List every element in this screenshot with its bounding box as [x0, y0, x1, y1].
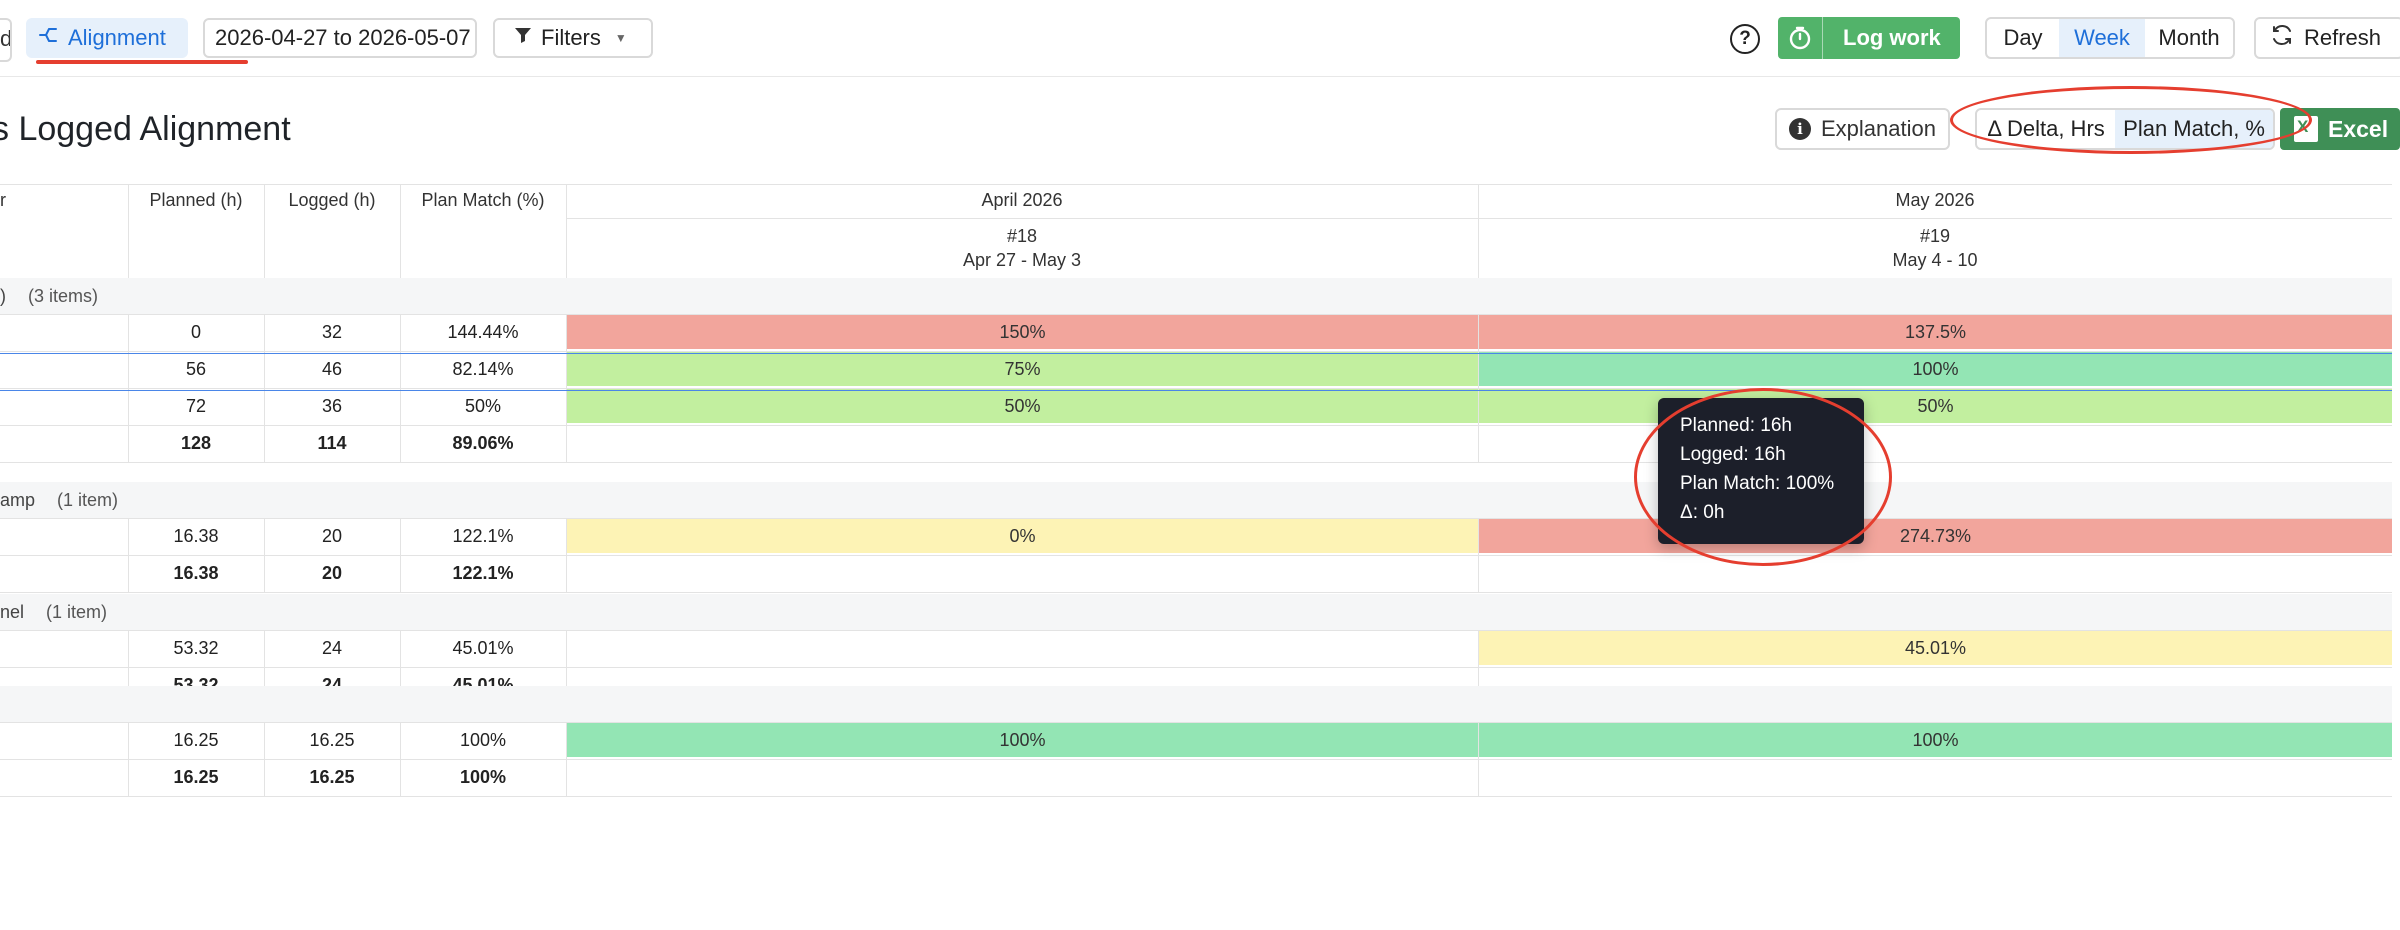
toolbar: d Alignment 2026-04-27 to 2026-05-07 Fil…	[0, 0, 2400, 77]
planned-cell: 56	[185, 359, 207, 379]
group-row[interactable]: amp (1 item)	[0, 482, 2392, 518]
filters-label: Filters	[541, 25, 601, 50]
total-match-cell: 89.06%	[452, 433, 514, 453]
match-cell: 122.1%	[452, 526, 514, 546]
tab-previous[interactable]: d	[0, 18, 12, 62]
total-planned-cell: 128	[180, 433, 212, 453]
total-planned-cell: 16.25	[173, 767, 219, 787]
week-heat-cell[interactable]: 274.73%	[1479, 519, 2392, 553]
group-row[interactable]: ) (3 items)	[0, 278, 2392, 314]
logged-cell: 20	[321, 526, 343, 546]
period-week[interactable]: Week	[2059, 19, 2145, 57]
log-work-label: Log work	[1843, 25, 1941, 50]
group-count: (1 item)	[57, 490, 119, 510]
annotation-underline	[36, 60, 248, 64]
annotation-circle-tooltip	[1634, 388, 1892, 566]
logged-cell: 46	[321, 359, 343, 379]
match-cell: 100%	[459, 730, 507, 750]
group-label: nel	[0, 602, 25, 622]
log-work-button[interactable]: Log work	[1778, 17, 1960, 59]
match-cell: 144.44%	[447, 322, 519, 342]
annotation-circle-metric	[1950, 86, 2312, 154]
info-icon: i	[1789, 118, 1811, 140]
month-header-may: May 2026	[1895, 190, 1975, 210]
tab-alignment[interactable]: Alignment	[26, 18, 188, 58]
group-count: (1 item)	[46, 602, 108, 622]
filter-icon	[513, 25, 533, 51]
timer-icon	[1778, 17, 1823, 59]
alignment-icon	[38, 25, 58, 51]
total-match-cell: 122.1%	[452, 563, 514, 583]
logged-cell: 16.25	[309, 730, 355, 750]
week-heat-cell[interactable]: 75%	[567, 352, 1478, 386]
group-label: amp	[0, 490, 36, 510]
refresh-icon	[2270, 23, 2294, 53]
week-heat-cell[interactable]: 100%	[567, 723, 1478, 757]
week-number: #18	[1006, 226, 1038, 246]
page-title: s Logged Alignment	[0, 110, 291, 148]
total-logged-cell: 114	[317, 433, 347, 453]
group-count: (3 items)	[28, 286, 99, 306]
week-heat-cell[interactable]: 137.5%	[1479, 315, 2392, 349]
week-range: Apr 27 - May 3	[962, 250, 1082, 270]
period-month[interactable]: Month	[2158, 25, 2220, 50]
explanation-button[interactable]: i Explanation	[1775, 108, 1950, 150]
logged-cell: 24	[321, 638, 343, 658]
date-range-picker[interactable]: 2026-04-27 to 2026-05-07	[203, 18, 477, 58]
filters-button[interactable]: Filters ▼	[493, 18, 653, 58]
selected-row-border	[0, 390, 2392, 391]
match-cell: 45.01%	[452, 638, 514, 658]
column-header-plan-match[interactable]: Plan Match (%)	[421, 190, 545, 210]
refresh-button[interactable]: Refresh	[2254, 17, 2400, 59]
week-heat-cell[interactable]: 100%	[1479, 352, 2392, 386]
planned-cell: 53.32	[173, 638, 219, 658]
week-heat-cell[interactable]: 45.01%	[1479, 631, 2392, 665]
month-header-april: April 2026	[981, 190, 1063, 210]
chevron-down-icon: ▼	[614, 31, 627, 45]
refresh-label: Refresh	[2304, 25, 2382, 50]
explanation-label: Explanation	[1821, 116, 1936, 141]
logged-cell: 32	[321, 322, 343, 342]
week-range: May 4 - 10	[1892, 250, 1978, 270]
week-heat-cell[interactable]: 0%	[567, 519, 1478, 553]
planned-cell: 16.38	[173, 526, 219, 546]
planned-cell: 72	[185, 396, 207, 416]
week-heat-cell[interactable]: 50%	[1479, 389, 2392, 423]
week-number: #19	[1919, 226, 1951, 246]
week-heat-cell[interactable]: 50%	[567, 389, 1478, 423]
period-day[interactable]: Day	[2003, 25, 2043, 50]
selected-row-border	[0, 353, 2392, 354]
total-match-cell: 100%	[459, 767, 507, 787]
match-cell: 50%	[464, 396, 502, 416]
group-label: )	[0, 286, 6, 306]
logged-cell: 36	[321, 396, 343, 416]
planned-cell: 0	[190, 322, 201, 342]
planned-cell: 16.25	[173, 730, 219, 750]
match-cell: 82.14%	[452, 359, 514, 379]
week-heat-cell[interactable]: 100%	[1479, 723, 2392, 757]
group-row[interactable]: nel (1 item)	[0, 594, 2392, 630]
excel-label: Excel	[2328, 115, 2389, 142]
column-header-name[interactable]: r	[0, 190, 6, 210]
total-planned-cell: 16.38	[173, 563, 219, 583]
tab-alignment-label: Alignment	[68, 25, 166, 50]
help-icon[interactable]: ?	[1730, 24, 1760, 54]
week-heat-cell[interactable]	[567, 631, 1478, 665]
alignment-table: r Planned (h) Logged (h) Plan Match (%) …	[0, 184, 2392, 804]
period-toggle: Day Week Month	[1985, 17, 2235, 59]
column-header-planned[interactable]: Planned (h)	[149, 190, 243, 210]
total-logged-cell: 16.25	[309, 767, 355, 787]
total-logged-cell: 20	[321, 563, 343, 583]
column-header-logged[interactable]: Logged (h)	[288, 190, 376, 210]
group-row[interactable]	[0, 686, 2392, 722]
week-heat-cell[interactable]: 150%	[567, 315, 1478, 349]
